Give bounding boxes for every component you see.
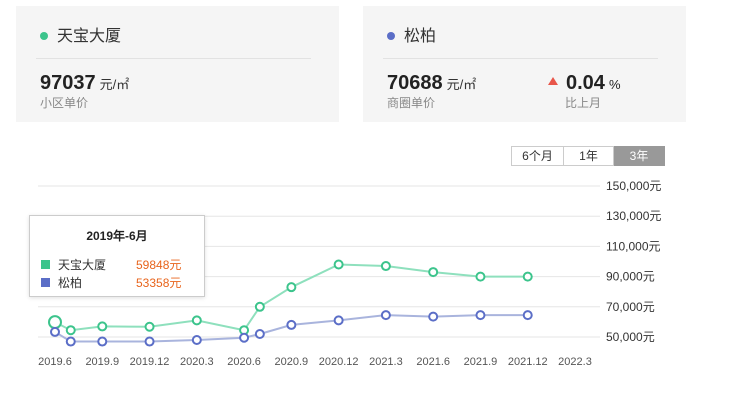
x-tick-label: 2019.6 [38,356,72,368]
community-price-card: 天宝大厦 97037 元/㎡ 小区单价 [16,6,339,122]
x-tick-label: 2019.12 [130,356,170,368]
x-tick-label: 2021.12 [508,356,548,368]
community-name: 天宝大厦 [40,22,121,46]
card-divider [36,58,311,59]
x-tick-label: 2021.6 [416,356,450,368]
data-point[interactable] [97,336,108,347]
data-point[interactable] [254,328,265,339]
data-point[interactable] [333,315,344,326]
y-tick-label: 90,000元 [606,270,655,284]
up-arrow-icon [548,76,558,85]
community-price-label: 小区单价 [40,96,89,110]
district-price-label: 商圈单价 [387,96,436,110]
district-swatch-icon [41,278,50,288]
range-3-years-button[interactable]: 3年 [614,146,665,166]
data-point[interactable] [97,321,108,332]
x-tick-label: 2020.9 [275,356,309,368]
chart-tooltip: 2019年-6月 天宝大厦 59848元 松柏 53358元 [29,215,205,297]
data-point[interactable] [286,319,297,330]
tooltip-row-community: 天宝大厦 [41,256,106,273]
data-point[interactable] [522,310,533,321]
data-point[interactable] [254,301,265,312]
tooltip-value-district: 53358元 [136,276,182,290]
district-price-card: 松柏 70688 元/㎡ 商圈单价 0.04% 比上月 [363,6,686,122]
data-point[interactable] [191,335,202,346]
x-tick-label: 2021.9 [464,356,498,368]
y-tick-label: 130,000元 [606,209,661,223]
y-tick-label: 110,000元 [606,239,661,253]
data-point[interactable] [144,336,155,347]
data-point[interactable] [144,321,155,332]
data-point[interactable] [522,271,533,282]
y-tick-label: 50,000元 [606,330,655,344]
district-name: 松柏 [387,22,436,46]
data-point[interactable] [428,311,439,322]
x-tick-label: 2020.3 [180,356,214,368]
x-tick-label: 2019.9 [85,356,119,368]
data-point[interactable] [428,267,439,278]
tooltip-title: 2019年-6月 [86,229,148,243]
data-point[interactable] [380,310,391,321]
data-point[interactable] [286,282,297,293]
community-dot-icon [40,31,48,40]
district-dot-icon [387,31,395,40]
data-point[interactable] [50,326,60,337]
x-tick-label: 2020.12 [319,356,359,368]
data-point[interactable] [65,325,76,336]
y-tick-label: 70,000元 [606,300,655,314]
data-point[interactable] [475,310,486,321]
data-point[interactable] [333,259,344,270]
data-point[interactable] [65,336,76,347]
data-point[interactable] [239,332,250,343]
month-change-label: 比上月 [565,96,602,110]
x-tick-label: 2020.6 [227,356,261,368]
data-point[interactable] [191,315,202,326]
tooltip-value-community: 59848元 [136,258,182,272]
data-point[interactable] [48,315,62,330]
tooltip-row-district: 松柏 [41,274,82,291]
data-point[interactable] [475,271,486,282]
x-tick-label: 2021.3 [369,356,403,368]
range-6-months-button[interactable]: 6个月 [511,146,564,166]
card-divider [383,58,658,59]
y-tick-label: 150,000元 [606,179,661,193]
data-point[interactable] [380,261,391,272]
range-selector: 6个月 1年 3年 [511,146,665,166]
district-price: 70688 元/㎡ [387,72,477,94]
range-1-year-button[interactable]: 1年 [564,146,614,166]
month-change: 0.04% [548,72,621,95]
x-tick-label: 2022.3 [558,356,592,368]
community-swatch-icon [41,260,50,270]
community-price: 97037 元/㎡ [40,72,130,94]
